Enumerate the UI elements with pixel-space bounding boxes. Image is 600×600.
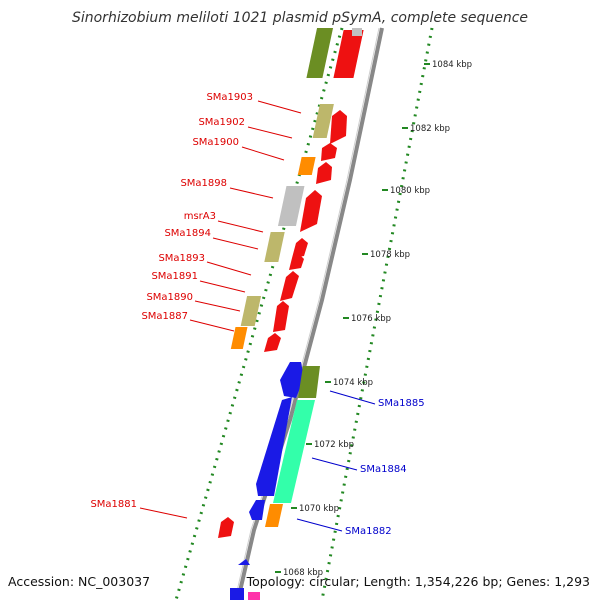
- scale-tick-label: 1074 kbp: [333, 378, 373, 388]
- label-connector: [189, 319, 235, 332]
- label-connector: [206, 261, 252, 276]
- orange-feature-1887: [230, 327, 248, 349]
- label-connector: [217, 220, 264, 233]
- label-connector: [212, 237, 259, 250]
- scale-tick-label: 1078 kbp: [370, 250, 410, 260]
- gene-label-left: SMa1903: [206, 92, 253, 103]
- gene-label-left: SMa1891: [151, 271, 198, 282]
- scale-ticks: 1084 kbp 1082 kbp 1080 kbp 1078 kbp 1076 kbp…: [275, 60, 472, 578]
- red-arrow-1903: [330, 110, 347, 144]
- right-label-lines: [296, 390, 376, 532]
- red-arrow-1894: [292, 238, 308, 258]
- red-arrow-1893: [289, 254, 304, 270]
- label-connector: [229, 187, 274, 199]
- blue-small-arrow: [238, 559, 250, 565]
- grey-feature-top: [352, 28, 362, 36]
- blue-bottom-feature: [230, 588, 244, 600]
- gene-label-left: SMa1902: [198, 117, 245, 128]
- label-connector: [199, 280, 246, 293]
- red-arrow-1890: [273, 301, 289, 332]
- red-arrow-1900: [316, 162, 332, 184]
- scale-tick-label: 1072 kbp: [314, 440, 354, 450]
- gene-label-left: SMa1887: [141, 311, 188, 322]
- red-arrow-1887: [264, 333, 281, 352]
- olive-feature-1885: [298, 366, 320, 398]
- gene-label-right: SMa1885: [378, 398, 425, 409]
- label-connector: [139, 507, 188, 519]
- gene-label-left: msrA3: [184, 211, 216, 222]
- plasmid-backbone: [236, 27, 384, 600]
- orange-feature-1900: [297, 157, 316, 175]
- red-arrow-1898: [300, 190, 322, 232]
- blue-arrow-lower: [249, 500, 265, 520]
- scale-tick-label: 1080 kbp: [390, 186, 430, 196]
- gene-label-left: SMa1890: [146, 292, 193, 303]
- scale-tick-label: 1070 kbp: [299, 504, 339, 514]
- inner-dotted-ring: [174, 27, 344, 600]
- gene-label-left: SMa1893: [158, 253, 205, 264]
- gene-label-right: SMa1882: [345, 526, 392, 537]
- olive-feature-top: [306, 28, 334, 78]
- red-arrow-1902: [321, 143, 337, 161]
- label-connector: [247, 126, 293, 139]
- left-label-lines: [139, 100, 302, 519]
- topology-text: Topology: circular; Length: 1,354,226 bp…: [246, 574, 590, 589]
- gene-label-left: SMa1900: [192, 137, 239, 148]
- gene-label-left: SMa1894: [164, 228, 211, 239]
- magenta-bottom-feature: [248, 592, 260, 600]
- blue-arrow-1884: [256, 397, 292, 496]
- scale-tick-label: 1068 kbp: [283, 568, 323, 578]
- label-connector: [329, 390, 376, 405]
- orange-feature-1882: [265, 504, 283, 527]
- gene-label-left: SMa1881: [90, 499, 137, 510]
- scale-tick-label: 1076 kbp: [351, 314, 391, 324]
- grey-feature-1898: [277, 186, 305, 226]
- red-arrow-1891: [280, 271, 299, 301]
- blue-arrow-upper: [280, 362, 304, 398]
- label-connector: [194, 300, 241, 312]
- outer-dotted-ring: [320, 27, 434, 600]
- khaki-feature-1903: [312, 104, 334, 138]
- plasmid-backbone-highlight: [234, 27, 380, 600]
- left-labels: SMa1903 SMa1902 SMa1900 SMa1898 msrA3 SMa1894…: [90, 92, 253, 510]
- right-labels: SMa1885 SMa1884 SMa1882: [345, 398, 425, 537]
- red-arrow-1881: [218, 517, 234, 538]
- map-title: Sinorhizobium meliloti 1021 plasmid pSym…: [72, 10, 528, 26]
- khaki-feature-1894: [264, 232, 285, 262]
- label-connector: [241, 146, 285, 161]
- gene-label-right: SMa1884: [360, 464, 407, 475]
- red-cds-top: [333, 30, 364, 78]
- scale-tick-label: 1084 kbp: [432, 60, 472, 70]
- label-connector: [296, 518, 343, 532]
- label-connector: [257, 100, 302, 114]
- scale-tick-label: 1082 kbp: [410, 124, 450, 134]
- accession-text: Accession: NC_003037: [8, 574, 150, 589]
- gene-label-left: SMa1898: [180, 178, 227, 189]
- khaki-feature-1890: [240, 296, 262, 326]
- label-connector: [311, 457, 358, 471]
- aqua-feature-1884: [273, 400, 315, 503]
